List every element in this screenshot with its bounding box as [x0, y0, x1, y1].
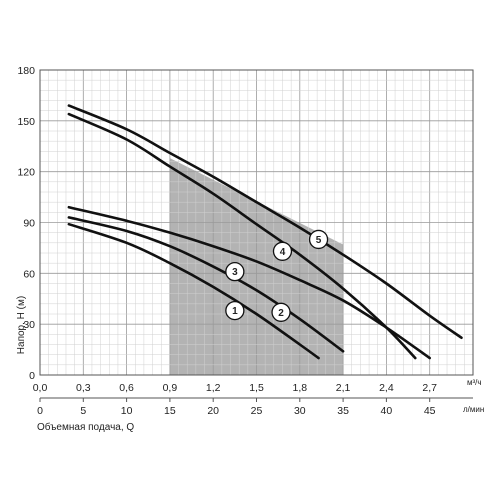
- curve-1: [67, 222, 320, 360]
- x-unit-top: м³/ч: [467, 378, 482, 387]
- marker-circle: [308, 229, 329, 250]
- pump-curves: [67, 104, 463, 360]
- x-tick-label-top: 1,8: [292, 382, 307, 394]
- x-tick-label-top: 2,7: [422, 382, 437, 394]
- curve-marker-3: 3: [225, 261, 245, 282]
- x-tick-label-bottom: 45: [424, 405, 436, 417]
- x-tick-label-bottom: 40: [381, 405, 393, 417]
- x-tick-label-top: 0,6: [119, 382, 134, 394]
- x-tick-label-top: 0,3: [76, 382, 91, 394]
- x-tick-label-bottom: 35: [337, 405, 349, 417]
- x-tick-label-top: 0,9: [163, 382, 178, 394]
- marker-label: 2: [278, 308, 284, 319]
- x-tick-label-bottom: 0: [37, 405, 43, 417]
- marker-label: 5: [316, 235, 322, 246]
- curve-5: [67, 104, 463, 340]
- curve-marker-1: 1: [225, 300, 245, 321]
- x-unit-bottom: л/мин: [463, 405, 484, 414]
- x-tick-label-bottom: 30: [294, 405, 306, 417]
- y-tick-label: 150: [17, 116, 35, 128]
- marker-circle: [225, 300, 245, 321]
- marker-label: 1: [232, 306, 238, 317]
- x-tick-label-top: 1,2: [206, 382, 221, 394]
- y-tick-label: 120: [17, 167, 35, 179]
- x-tick-label-bottom: 25: [251, 405, 263, 417]
- x-tick-label-top: 0,0: [33, 382, 48, 394]
- x-tick-label-top: 1,5: [249, 382, 264, 394]
- marker-circle: [225, 261, 245, 282]
- x-tick-label-bottom: 20: [207, 405, 219, 417]
- grid: [39, 69, 474, 376]
- x-tick-label-bottom: 5: [80, 405, 86, 417]
- curve-marker-5: 5: [308, 229, 329, 250]
- plot-frame: [39, 69, 474, 376]
- x-tick-label-top: 2,1: [336, 382, 351, 394]
- y-tick-label: 180: [17, 65, 35, 77]
- marker-circle: [272, 241, 293, 261]
- marker-label: 4: [280, 247, 286, 258]
- marker-circle: [271, 302, 291, 322]
- curve-markers: 1 2 3 4 5: [225, 229, 329, 322]
- curve-3: [67, 205, 431, 360]
- y-axis-label: Напор, H (м): [16, 296, 27, 354]
- y-tick-label: 30: [23, 319, 35, 331]
- axis-labels: Напор, H (м) Объемная подача, Q м³/ч л/м…: [16, 296, 484, 433]
- x-tick-label-bottom: 10: [121, 405, 133, 417]
- curve-2: [67, 216, 345, 353]
- x-axis-label: Объемная подача, Q: [37, 421, 134, 433]
- y-tick-label: 60: [23, 268, 35, 280]
- x-tick-label-top: 2,4: [379, 382, 394, 394]
- marker-label: 3: [232, 267, 238, 278]
- y-tick-label: 0: [29, 370, 35, 382]
- x-tick-label-bottom: 15: [164, 405, 176, 417]
- curve-marker-2: 2: [271, 302, 291, 322]
- curve-4: [67, 112, 417, 360]
- curve-marker-4: 4: [272, 241, 293, 261]
- y-tick-label: 90: [23, 218, 35, 230]
